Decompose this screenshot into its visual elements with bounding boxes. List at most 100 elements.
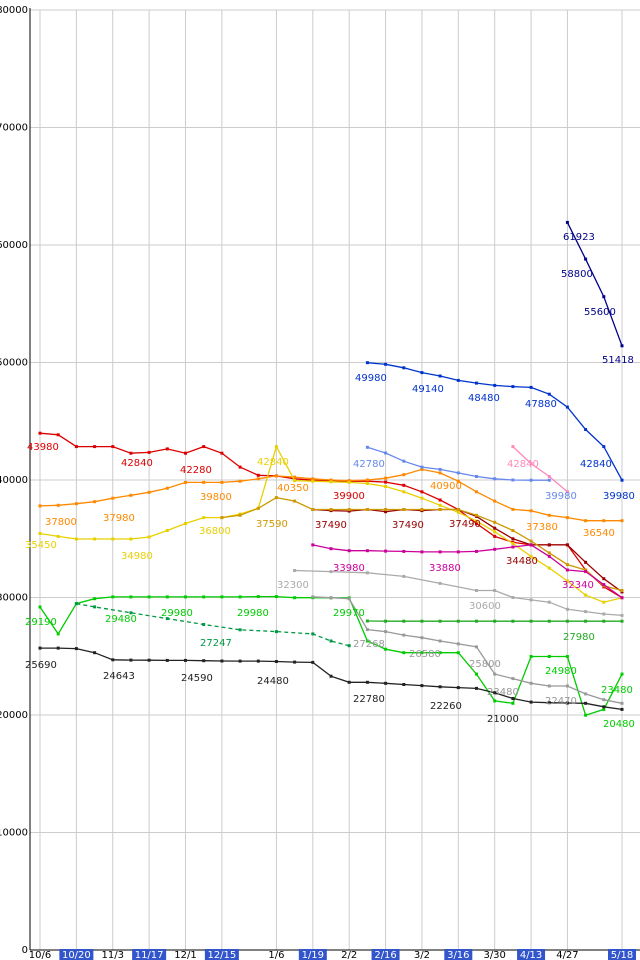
series-marker-skyblue [475,475,478,478]
data-label: 27980 [563,632,595,643]
x-tick-highlight[interactable] [371,949,400,960]
series-marker-magenta [584,570,588,574]
series-marker-pink [529,462,533,466]
series-marker-orange [129,493,133,497]
series-marker-silver [365,571,369,575]
data-label: 39900 [333,491,365,502]
x-tick-label[interactable]: 1/19 [302,950,324,960]
series-marker-orange [365,478,369,482]
data-label: 29980 [161,608,193,619]
series-marker-lime [274,595,278,599]
x-tick-label[interactable]: 12/15 [207,950,236,960]
series-marker-orange [547,513,551,517]
series-marker-orange [620,519,624,523]
series-marker-gold [547,551,551,555]
series-marker-gold [238,513,242,517]
series-marker-red [238,465,242,469]
series-marker-seagreen [402,619,406,623]
series-marker-red [402,483,406,487]
series-marker-gray [475,645,478,649]
series-marker-yellow [184,522,187,525]
x-tick-highlight[interactable] [204,949,239,960]
series-marker-gold [329,508,333,511]
data-label: 37980 [103,513,135,524]
series-marker-gold [220,516,224,520]
data-label: 29480 [105,614,137,625]
series-marker-blue [420,371,424,375]
x-tick-highlight[interactable] [444,949,473,960]
series-marker-blue [511,385,515,389]
series-marker-red [184,451,187,455]
series-marker-orange [329,478,333,482]
series-marker-gold [311,508,315,511]
series-marker-magenta [493,547,497,551]
series-marker-silver [438,581,442,585]
x-tick-label[interactable]: 11/17 [135,950,164,960]
series-marker-magenta [402,549,406,553]
series-marker-black [529,700,533,704]
series-marker-seagreen [547,619,551,623]
data-label: 24980 [545,666,577,677]
series-marker-gold [620,589,624,592]
series-marker-navy [584,257,588,261]
series-marker-darkgreen-dashed [347,644,351,648]
series-marker-yellow [93,537,97,541]
series-marker-gold [256,506,260,510]
series-marker-gray [365,628,369,632]
series-marker-magenta [311,543,315,547]
series-marker-gold [402,508,406,511]
series-marker-orange [184,480,187,484]
series-marker-black [365,680,369,684]
series-marker-yellow [274,445,278,449]
series-marker-red [38,431,42,435]
series-marker-red [165,447,169,451]
x-tick-label[interactable]: 2/16 [374,950,396,960]
x-tick-label[interactable]: 4/13 [520,950,542,960]
series-marker-black [129,658,133,662]
x-tick-highlight[interactable] [298,949,327,960]
data-label: 42840 [121,458,153,469]
data-label: 42280 [180,465,212,476]
data-label: 51418 [602,355,634,366]
series-marker-magenta [511,545,515,549]
series-marker-seagreen [620,619,624,623]
series-marker-blue [493,383,497,387]
series-marker-black [184,658,187,662]
x-tick-label[interactable]: 5/18 [611,950,633,960]
series-marker-lime [93,597,97,601]
x-tick-highlight[interactable] [517,949,546,960]
series-marker-skyblue [384,451,388,455]
data-label: 49980 [355,373,387,384]
series-marker-red [147,450,151,454]
series-marker-orange [202,480,206,484]
data-label: 47880 [525,399,557,410]
series-marker-red [420,490,424,494]
series-marker-lime [475,672,478,676]
data-label: 24480 [257,676,289,687]
series-marker-magenta [602,583,606,587]
x-tick-highlight[interactable] [608,949,636,960]
x-tick-highlight[interactable] [59,949,94,960]
series-marker-yellow [56,534,60,538]
x-tick-label[interactable]: 3/16 [447,950,469,960]
data-label: 55600 [584,307,616,318]
data-label: 61923 [563,232,595,243]
series-marker-darkgreen-dashed [93,605,97,609]
series-marker-skyblue [547,478,551,482]
series-marker-lime [220,595,224,599]
x-tick-highlight[interactable] [132,949,167,960]
series-marker-black [438,685,442,689]
x-tick-label: 11/3 [102,950,124,960]
series-marker-red [129,451,133,455]
series-marker-orange [420,467,424,471]
series-marker-orange [511,507,515,511]
series-marker-maroon [584,560,588,564]
data-label: 21000 [487,714,519,725]
x-tick-label[interactable]: 10/20 [62,950,91,960]
y-tick-label: 80000 [0,5,28,16]
series-marker-red [111,445,115,449]
series-marker-black [493,691,497,695]
series-marker-darkgreen-dashed [129,611,133,615]
series-marker-skyblue [511,478,515,482]
x-tick-label: 10/6 [29,950,51,960]
